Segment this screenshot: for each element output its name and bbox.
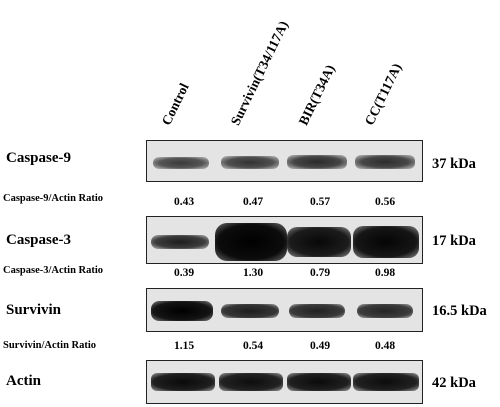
caspase-3-ratio-bir: 0.79 bbox=[309, 267, 331, 279]
lane-label-survivin-t34-117a: Survivin(T34/117A) bbox=[227, 18, 292, 128]
caspase-3-label: Caspase-3 bbox=[6, 232, 72, 248]
caspase-9-ratio-control: 0.43 bbox=[173, 196, 195, 208]
actin-label: Actin bbox=[6, 373, 41, 389]
survivin-ratio-label: Survivin/Actin Ratio bbox=[3, 340, 97, 351]
caspase-9-band-control bbox=[153, 157, 209, 169]
actin-band-survivin bbox=[219, 373, 283, 391]
actin-blot bbox=[146, 360, 423, 404]
caspase-9-ratio-bir: 0.57 bbox=[309, 196, 331, 208]
survivin-ratio-bir: 0.49 bbox=[309, 340, 331, 352]
caspase-3-band-bir bbox=[287, 227, 351, 257]
caspase-9-band-bir bbox=[287, 155, 347, 169]
survivin-band-bir bbox=[289, 304, 345, 318]
caspase-9-band-survivin bbox=[221, 156, 279, 169]
survivin-label: Survivin bbox=[6, 302, 62, 318]
survivin-ratio-cc: 0.48 bbox=[374, 340, 396, 352]
lane-label-cc-t117a: CC(T117A) bbox=[361, 60, 405, 128]
caspase-9-ratio-survivin: 0.47 bbox=[242, 196, 264, 208]
caspase-9-label: Caspase-9 bbox=[6, 150, 72, 166]
survivin-kda: 16.5 kDa bbox=[432, 303, 487, 319]
survivin-ratio-control: 1.15 bbox=[173, 340, 195, 352]
lane-label-bir-t34a: BIR(T34A) bbox=[295, 62, 338, 128]
caspase-3-ratio-label: Caspase-3/Actin Ratio bbox=[3, 265, 104, 276]
caspase-3-ratio-survivin: 1.30 bbox=[242, 267, 264, 279]
survivin-band-survivin bbox=[221, 304, 279, 318]
lane-label-control: Control bbox=[158, 80, 192, 128]
survivin-blot bbox=[146, 288, 423, 332]
caspase-9-band-cc bbox=[355, 155, 415, 169]
actin-band-control bbox=[151, 373, 215, 391]
caspase-3-kda: 17 kDa bbox=[432, 233, 476, 249]
survivin-band-control bbox=[151, 301, 213, 321]
caspase-3-ratio-control: 0.39 bbox=[173, 267, 195, 279]
caspase-9-kda: 37 kDa bbox=[432, 156, 476, 172]
caspase-3-band-control bbox=[151, 235, 209, 249]
caspase-3-blot bbox=[146, 216, 423, 264]
survivin-band-cc bbox=[357, 304, 413, 318]
caspase-9-blot bbox=[146, 140, 423, 182]
caspase-3-band-survivin bbox=[215, 223, 287, 261]
caspase-3-band-cc bbox=[353, 226, 419, 258]
caspase-3-ratio-cc: 0.98 bbox=[374, 267, 396, 279]
actin-kda: 42 kDa bbox=[432, 375, 476, 391]
survivin-ratio-survivin: 0.54 bbox=[242, 340, 264, 352]
actin-band-cc bbox=[353, 373, 419, 391]
actin-band-bir bbox=[287, 373, 351, 391]
caspase-9-ratio-label: Caspase-9/Actin Ratio bbox=[3, 193, 104, 204]
caspase-9-ratio-cc: 0.56 bbox=[374, 196, 396, 208]
